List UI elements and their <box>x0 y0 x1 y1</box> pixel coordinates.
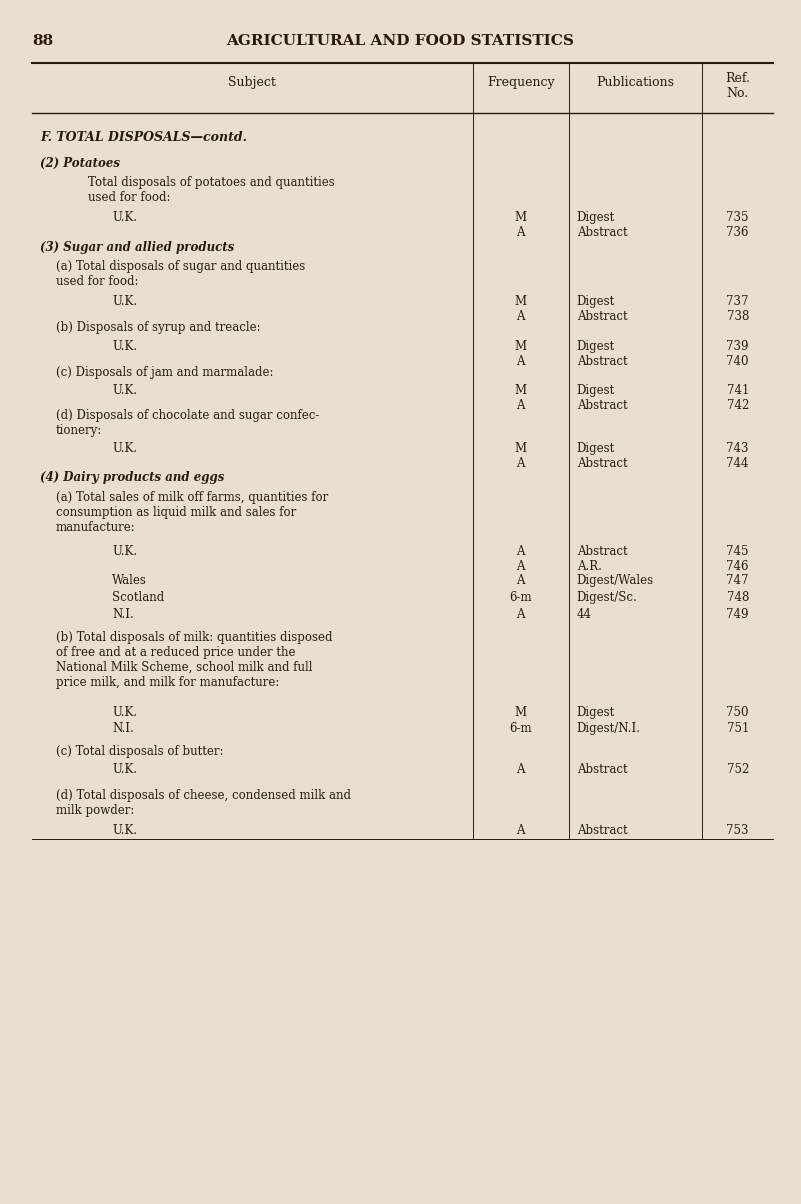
Text: Frequency: Frequency <box>487 76 554 89</box>
Text: U.K.: U.K. <box>112 442 137 455</box>
Text: 737
738: 737 738 <box>727 295 749 323</box>
Text: (3) Sugar and allied products: (3) Sugar and allied products <box>40 241 235 254</box>
Text: Subject: Subject <box>228 76 276 89</box>
Text: 749: 749 <box>727 608 749 621</box>
Text: (4) Dairy products and eggs: (4) Dairy products and eggs <box>40 471 224 484</box>
Text: 6-m: 6-m <box>509 722 532 736</box>
Text: A: A <box>517 824 525 837</box>
Text: M
A: M A <box>514 442 527 470</box>
Text: A: A <box>517 608 525 621</box>
Text: 735
736: 735 736 <box>727 211 749 238</box>
Text: U.K.: U.K. <box>112 384 137 397</box>
Text: N.I.: N.I. <box>112 608 134 621</box>
Text: 44: 44 <box>577 608 592 621</box>
Text: F. TOTAL DISPOSALS—contd.: F. TOTAL DISPOSALS—contd. <box>40 131 247 144</box>
Text: Abstract: Abstract <box>577 824 627 837</box>
Text: U.K.: U.K. <box>112 706 137 719</box>
Text: 6-m: 6-m <box>509 591 532 604</box>
Text: U.K.: U.K. <box>112 340 137 353</box>
Text: Ref.
No.: Ref. No. <box>725 72 751 100</box>
Text: M: M <box>514 706 527 719</box>
Text: 748: 748 <box>727 591 749 604</box>
Text: Scotland: Scotland <box>112 591 164 604</box>
Text: 741
742: 741 742 <box>727 384 749 412</box>
Text: M
A: M A <box>514 295 527 323</box>
Text: Digest
Abstract: Digest Abstract <box>577 340 627 367</box>
Text: U.K.: U.K. <box>112 824 137 837</box>
Text: (a) Total sales of milk off farms, quantities for
consumption as liquid milk and: (a) Total sales of milk off farms, quant… <box>56 491 328 535</box>
Text: 739
740: 739 740 <box>727 340 749 367</box>
Text: Abstract
A.R.: Abstract A.R. <box>577 545 627 573</box>
Text: Abstract: Abstract <box>577 763 627 777</box>
Text: (d) Disposals of chocolate and sugar confec-
tionery:: (d) Disposals of chocolate and sugar con… <box>56 409 320 437</box>
Text: M
A: M A <box>514 384 527 412</box>
Text: (b) Total disposals of milk: quantities disposed
of free and at a reduced price : (b) Total disposals of milk: quantities … <box>56 631 332 689</box>
Text: (2) Potatoes: (2) Potatoes <box>40 157 120 170</box>
Text: (d) Total disposals of cheese, condensed milk and
milk powder:: (d) Total disposals of cheese, condensed… <box>56 789 351 816</box>
Text: (c) Disposals of jam and marmalade:: (c) Disposals of jam and marmalade: <box>56 366 274 379</box>
Text: U.K.: U.K. <box>112 211 137 224</box>
Text: Digest
Abstract: Digest Abstract <box>577 384 627 412</box>
Text: (b) Disposals of syrup and treacle:: (b) Disposals of syrup and treacle: <box>56 321 260 335</box>
Text: (a) Total disposals of sugar and quantities
used for food:: (a) Total disposals of sugar and quantit… <box>56 260 305 288</box>
Text: 743
744: 743 744 <box>727 442 749 470</box>
Text: AGRICULTURAL AND FOOD STATISTICS: AGRICULTURAL AND FOOD STATISTICS <box>227 34 574 48</box>
Text: Digest: Digest <box>577 706 615 719</box>
Text: 753: 753 <box>727 824 749 837</box>
Text: Publications: Publications <box>597 76 674 89</box>
Text: 752: 752 <box>727 763 749 777</box>
Text: A: A <box>517 574 525 588</box>
Text: Digest
Abstract: Digest Abstract <box>577 211 627 238</box>
Text: 745
746: 745 746 <box>727 545 749 573</box>
Text: A
A: A A <box>517 545 525 573</box>
Text: (c) Total disposals of butter:: (c) Total disposals of butter: <box>56 745 223 759</box>
Text: Total disposals of potatoes and quantities
used for food:: Total disposals of potatoes and quantiti… <box>88 176 335 203</box>
Text: Wales: Wales <box>112 574 147 588</box>
Text: U.K.: U.K. <box>112 545 137 559</box>
Text: M
A: M A <box>514 211 527 238</box>
Text: 751: 751 <box>727 722 749 736</box>
Text: Digest
Abstract: Digest Abstract <box>577 442 627 470</box>
Text: 747: 747 <box>727 574 749 588</box>
Text: Digest/Wales: Digest/Wales <box>577 574 654 588</box>
Text: U.K.: U.K. <box>112 295 137 308</box>
Text: 750: 750 <box>727 706 749 719</box>
Text: Digest/N.I.: Digest/N.I. <box>577 722 641 736</box>
Text: A: A <box>517 763 525 777</box>
Text: N.I.: N.I. <box>112 722 134 736</box>
Text: U.K.: U.K. <box>112 763 137 777</box>
Text: M
A: M A <box>514 340 527 367</box>
Text: Digest/Sc.: Digest/Sc. <box>577 591 638 604</box>
Text: 88: 88 <box>32 34 54 48</box>
Text: Digest
Abstract: Digest Abstract <box>577 295 627 323</box>
